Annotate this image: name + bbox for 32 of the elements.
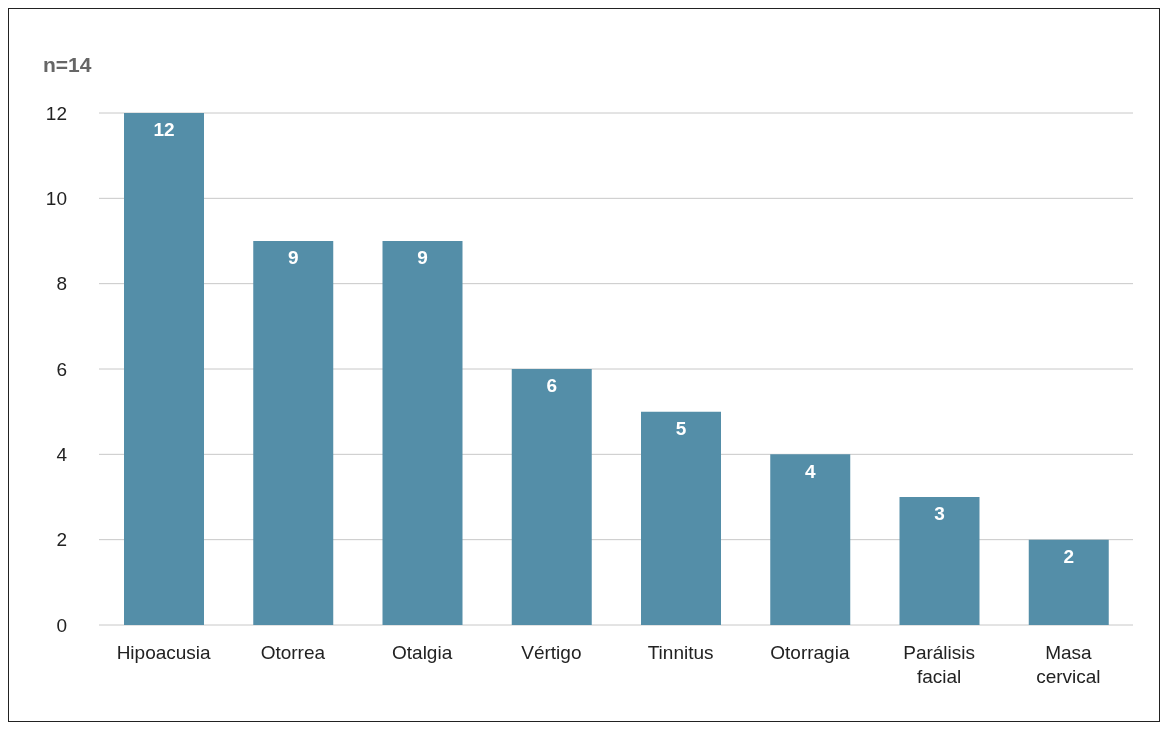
data-label: 12 (153, 119, 175, 141)
x-tick-label: Hipoacusia (116, 642, 212, 663)
data-label: 4 (804, 460, 816, 482)
bar (382, 241, 463, 625)
data-label: 2 (1063, 546, 1075, 568)
y-tick-label: 8 (56, 273, 67, 295)
data-label: 3 (934, 503, 945, 525)
x-tick-label: Masa cervical (1036, 642, 1101, 687)
x-tick-label: Otorragia (770, 642, 850, 663)
y-tick-label: 0 (56, 614, 67, 636)
x-tick-label: Otalgia (392, 642, 453, 663)
y-tick-label: 6 (56, 358, 67, 380)
data-label: 9 (417, 247, 428, 269)
x-tick-label: Tinnitus (647, 642, 714, 663)
y-tick-label: 4 (56, 444, 68, 466)
bar (124, 113, 204, 625)
x-tick-label: Otorrea (260, 642, 326, 663)
y-tick-label: 2 (56, 529, 67, 551)
x-tick-label: Parálisis facial (903, 642, 976, 687)
bar (1028, 539, 1109, 625)
data-label: 5 (675, 418, 687, 440)
y-tick-label: 10 (45, 188, 67, 210)
data-label: 6 (546, 375, 558, 397)
data-label: 9 (287, 247, 299, 269)
bar (770, 454, 851, 625)
y-tick-label: 12 (45, 102, 67, 124)
bar (899, 497, 980, 625)
chart-title: n=14 (43, 53, 92, 77)
bar (641, 411, 721, 625)
x-tick-label: Vértigo (521, 642, 582, 663)
bar (253, 241, 334, 625)
bar (511, 369, 592, 625)
